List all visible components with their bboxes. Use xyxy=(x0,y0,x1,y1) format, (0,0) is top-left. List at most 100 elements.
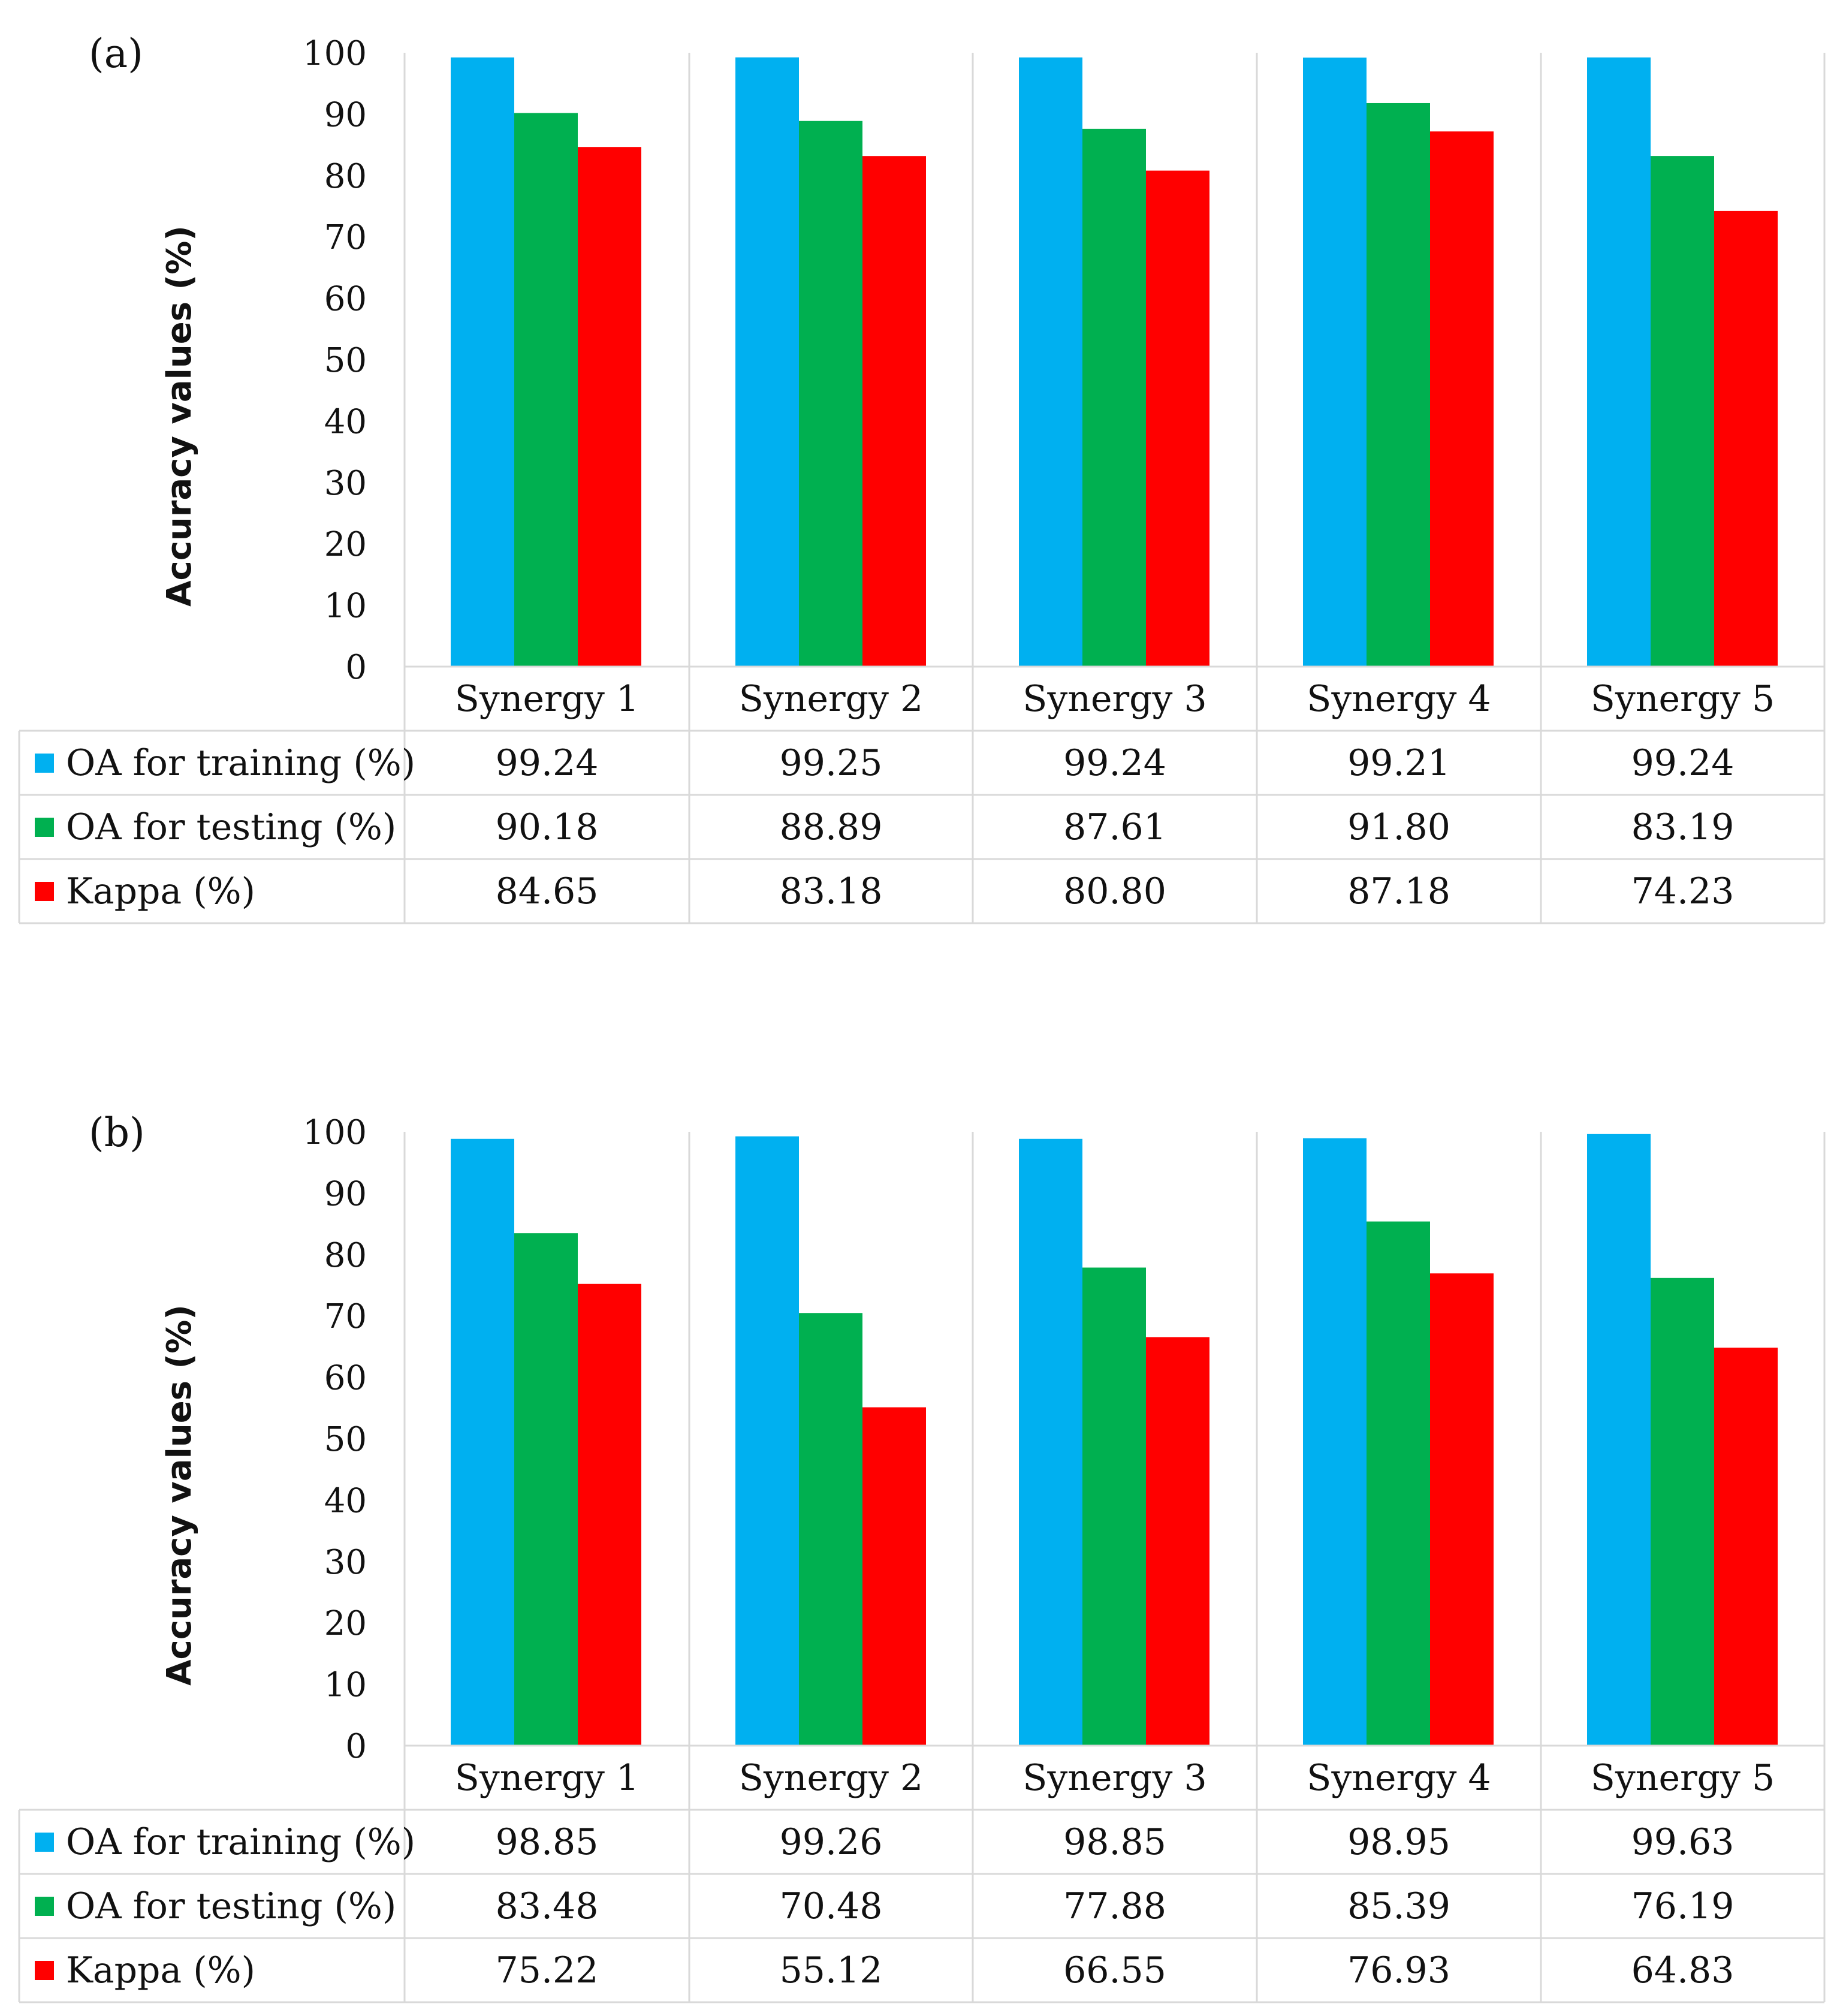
data-value-testing: 83.48 xyxy=(496,1885,599,1927)
data-value-kappa: 66.55 xyxy=(1063,1949,1166,1991)
bar-training xyxy=(1019,57,1082,667)
y-tick-label: 40 xyxy=(324,1481,367,1520)
y-tick-label: 30 xyxy=(324,464,367,503)
bar-kappa xyxy=(1430,1273,1494,1746)
x-category-label: Synergy 3 xyxy=(1022,1757,1206,1799)
legend-label-testing: OA for testing (%) xyxy=(66,806,396,848)
bar-testing xyxy=(1082,1267,1146,1746)
data-value-training: 99.26 xyxy=(780,1821,883,1863)
y-tick-label: 40 xyxy=(324,402,367,441)
bar-kappa xyxy=(1146,170,1209,667)
bar-kappa xyxy=(578,1283,641,1746)
bar-training xyxy=(1019,1138,1082,1746)
bar-testing xyxy=(1367,103,1430,667)
legend-label-training: OA for training (%) xyxy=(66,742,415,784)
chart-panel-b: (b) Accuracy values (%) 0 10 20 30 40 50 60 70 80 9… xyxy=(18,1110,1826,2003)
bar-kappa xyxy=(862,1407,926,1746)
bar-testing xyxy=(514,113,578,667)
bar-testing xyxy=(1367,1221,1430,1746)
y-tick-label: 80 xyxy=(324,1236,367,1275)
y-tick-label: 60 xyxy=(324,280,367,319)
legend-label-testing: OA for testing (%) xyxy=(66,1885,396,1927)
x-category-label: Synergy 4 xyxy=(1307,678,1491,720)
bar-kappa xyxy=(1430,131,1494,667)
legend-key-training xyxy=(35,754,54,773)
y-tick-label: 50 xyxy=(324,1420,367,1459)
legend-label-kappa: Kappa (%) xyxy=(66,870,255,912)
x-category-label: Synergy 5 xyxy=(1591,1757,1775,1799)
data-value-training: 99.63 xyxy=(1631,1821,1735,1863)
y-tick-label: 60 xyxy=(324,1359,367,1398)
bar-training xyxy=(1303,1138,1367,1746)
data-value-training: 99.24 xyxy=(1631,742,1735,784)
y-tick-label: 0 xyxy=(345,1727,367,1766)
y-axis-title: Accuracy values (%) xyxy=(160,225,199,607)
data-value-training: 98.85 xyxy=(1063,1821,1166,1863)
data-value-training: 99.21 xyxy=(1347,742,1450,784)
bar-testing xyxy=(1651,156,1714,667)
y-tick-label: 10 xyxy=(324,1666,367,1705)
legend-key-training xyxy=(35,1833,54,1852)
data-value-training: 98.85 xyxy=(496,1821,599,1863)
y-tick-label: 70 xyxy=(324,218,367,257)
bar-testing xyxy=(1651,1277,1714,1746)
y-tick-label: 90 xyxy=(324,95,367,134)
data-value-training: 99.24 xyxy=(496,742,599,784)
data-value-testing: 91.80 xyxy=(1347,806,1450,848)
data-value-testing: 77.88 xyxy=(1063,1885,1166,1927)
data-value-testing: 76.19 xyxy=(1631,1885,1735,1927)
bar-training xyxy=(1303,58,1367,667)
y-tick-label: 100 xyxy=(303,34,367,73)
bar-kappa xyxy=(862,156,926,667)
legend-label-training: OA for training (%) xyxy=(66,1821,415,1863)
panel-label: (b) xyxy=(89,1110,145,1156)
y-tick-label: 90 xyxy=(324,1174,367,1213)
data-value-kappa: 74.23 xyxy=(1631,870,1735,912)
data-value-kappa: 87.18 xyxy=(1347,870,1450,912)
legend-key-kappa xyxy=(35,1961,54,1980)
y-tick-label: 10 xyxy=(324,587,367,626)
data-value-training: 98.95 xyxy=(1347,1821,1450,1863)
y-tick-label: 30 xyxy=(324,1543,367,1582)
bar-training xyxy=(735,57,799,667)
x-category-label: Synergy 2 xyxy=(739,678,923,720)
data-value-testing: 70.48 xyxy=(780,1885,883,1927)
legend-label-kappa: Kappa (%) xyxy=(66,1949,255,1991)
bar-kappa xyxy=(1146,1337,1209,1746)
data-value-testing: 90.18 xyxy=(496,806,599,848)
bar-training xyxy=(1587,57,1651,667)
bar-training xyxy=(451,57,514,667)
data-value-testing: 88.89 xyxy=(780,806,883,848)
data-value-training: 99.25 xyxy=(780,742,883,784)
data-value-kappa: 75.22 xyxy=(496,1949,599,1991)
panel-label: (a) xyxy=(89,31,143,77)
legend-key-kappa xyxy=(35,882,54,901)
legend-key-testing xyxy=(35,818,54,837)
bar-testing xyxy=(799,1313,862,1746)
bar-testing xyxy=(799,120,862,667)
chart-panel-a: (a) Accuracy values (%) 0 10 20 30 40 50 60 70 80 9… xyxy=(18,31,1826,924)
y-tick-label: 20 xyxy=(324,525,367,564)
y-tick-label: 100 xyxy=(303,1113,367,1152)
data-value-testing: 85.39 xyxy=(1347,1885,1450,1927)
data-value-kappa: 83.18 xyxy=(780,870,883,912)
y-tick-label: 70 xyxy=(324,1297,367,1336)
data-value-training: 99.24 xyxy=(1063,742,1166,784)
bar-training xyxy=(451,1138,514,1746)
data-value-kappa: 80.80 xyxy=(1063,870,1166,912)
y-tick-label: 80 xyxy=(324,157,367,196)
data-value-kappa: 55.12 xyxy=(780,1949,883,1991)
bar-training xyxy=(1587,1134,1651,1746)
x-category-label: Synergy 1 xyxy=(455,1757,639,1799)
x-category-label: Synergy 4 xyxy=(1307,1757,1491,1799)
y-axis-title: Accuracy values (%) xyxy=(160,1304,199,1686)
x-category-label: Synergy 5 xyxy=(1591,678,1775,720)
data-value-testing: 87.61 xyxy=(1063,806,1166,848)
data-value-kappa: 64.83 xyxy=(1631,1949,1735,1991)
bar-training xyxy=(735,1136,799,1746)
bar-testing xyxy=(1082,128,1146,667)
y-tick-label: 50 xyxy=(324,341,367,380)
bar-kappa xyxy=(578,147,641,667)
y-tick-label: 0 xyxy=(345,648,367,687)
